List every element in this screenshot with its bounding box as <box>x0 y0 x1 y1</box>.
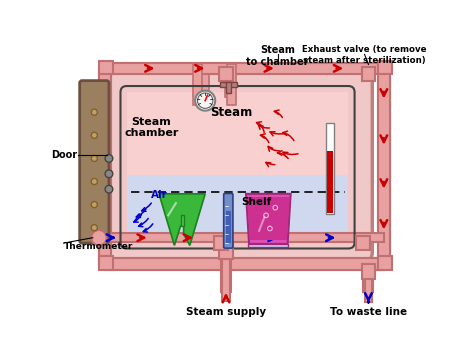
Bar <box>219 67 233 81</box>
Bar <box>219 242 233 258</box>
Text: To waste line: To waste line <box>330 307 407 317</box>
Bar <box>99 256 113 270</box>
Bar <box>100 68 111 264</box>
Circle shape <box>91 202 97 208</box>
Bar <box>248 244 288 247</box>
Text: Steam supply: Steam supply <box>186 307 266 317</box>
Text: Exhaust valve (to remove
steam after sterilization): Exhaust valve (to remove steam after ste… <box>302 45 427 65</box>
Bar <box>221 238 231 292</box>
Text: Thermometer: Thermometer <box>64 242 133 252</box>
Circle shape <box>105 170 113 178</box>
Polygon shape <box>159 194 205 245</box>
Bar <box>326 123 334 214</box>
Bar <box>99 61 113 75</box>
Circle shape <box>91 230 107 245</box>
Bar <box>105 233 226 242</box>
Bar <box>226 233 384 242</box>
Bar <box>181 215 183 226</box>
Bar <box>364 264 374 292</box>
Circle shape <box>195 91 215 111</box>
Bar <box>378 68 390 264</box>
Bar <box>105 63 384 74</box>
Circle shape <box>91 132 97 138</box>
Bar <box>220 82 237 87</box>
Bar <box>201 64 210 101</box>
Bar <box>362 264 375 279</box>
Bar <box>105 63 384 74</box>
Bar <box>327 151 333 213</box>
Bar <box>226 211 231 243</box>
Circle shape <box>91 155 97 162</box>
Circle shape <box>91 109 97 115</box>
Circle shape <box>198 93 213 108</box>
Circle shape <box>91 178 97 185</box>
FancyBboxPatch shape <box>80 81 109 243</box>
Bar <box>226 82 231 93</box>
Circle shape <box>105 155 113 162</box>
Bar <box>225 64 232 97</box>
Bar <box>105 258 384 270</box>
Bar <box>365 278 372 302</box>
Text: Steam: Steam <box>210 106 253 119</box>
Text: Steam
to chamber: Steam to chamber <box>246 45 309 67</box>
Bar <box>214 236 228 250</box>
Polygon shape <box>246 194 291 244</box>
Circle shape <box>105 185 113 193</box>
Bar <box>227 64 236 104</box>
Bar <box>100 68 111 264</box>
Bar <box>127 92 348 175</box>
FancyBboxPatch shape <box>103 66 372 262</box>
Bar <box>362 67 375 81</box>
Bar <box>222 256 230 301</box>
Polygon shape <box>247 197 290 240</box>
FancyBboxPatch shape <box>224 193 233 248</box>
Bar <box>193 64 202 104</box>
Bar <box>378 61 392 75</box>
Circle shape <box>91 225 97 231</box>
Bar <box>378 256 392 270</box>
Text: Door: Door <box>51 150 77 159</box>
Text: Steam
chamber: Steam chamber <box>124 117 179 138</box>
Bar <box>378 68 390 264</box>
Text: Air: Air <box>151 190 167 201</box>
Bar <box>105 258 384 270</box>
Bar <box>356 236 370 250</box>
Bar <box>127 175 348 242</box>
Text: Shelf: Shelf <box>242 197 272 207</box>
